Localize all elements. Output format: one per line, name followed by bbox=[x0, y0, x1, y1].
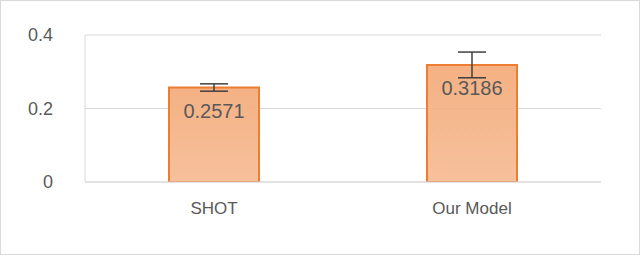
svg-text:0.2571: 0.2571 bbox=[183, 100, 244, 122]
svg-text:SHOT: SHOT bbox=[190, 199, 237, 218]
svg-text:0.2: 0.2 bbox=[28, 99, 53, 119]
svg-text:Our Model: Our Model bbox=[432, 199, 511, 218]
svg-text:0.4: 0.4 bbox=[28, 25, 53, 45]
svg-text:0: 0 bbox=[43, 172, 53, 192]
svg-text:0.3186: 0.3186 bbox=[441, 77, 502, 99]
